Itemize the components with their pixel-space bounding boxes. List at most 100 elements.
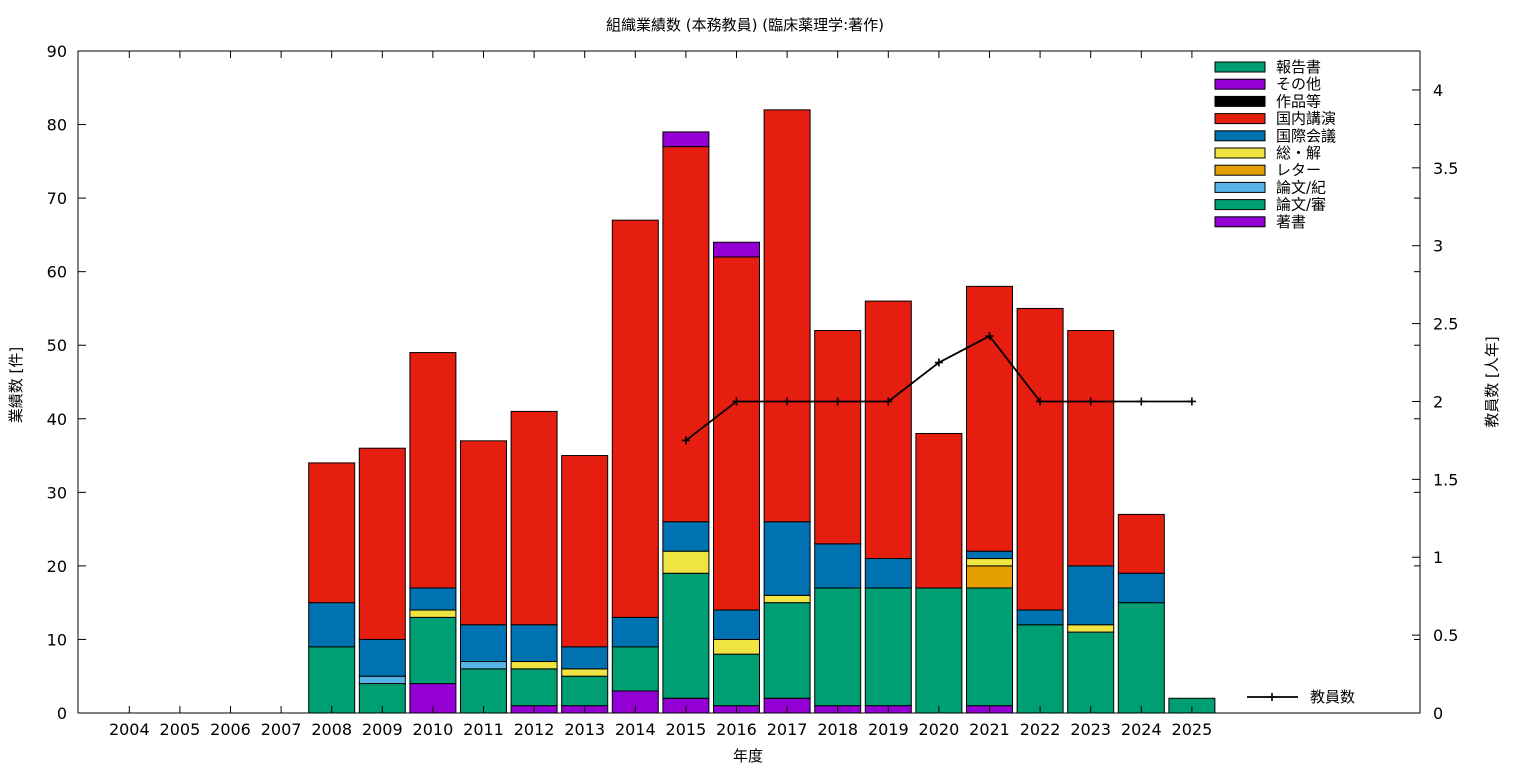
bar-segment — [611, 616, 659, 648]
bar-segment — [763, 594, 811, 604]
bar-segment — [915, 587, 963, 714]
legend-swatch — [1214, 61, 1266, 73]
x-tick-label: 2011 — [463, 720, 504, 739]
x-tick-label: 2022 — [1020, 720, 1061, 739]
x-tick-label: 2008 — [311, 720, 352, 739]
bar-segment — [1067, 330, 1115, 567]
bar-segment — [662, 146, 710, 523]
y-axis-label: 業績数 [件] — [7, 347, 25, 423]
legend-label: 論文/審 — [1276, 196, 1326, 214]
bar-segment — [510, 410, 558, 626]
x-tick-label: 2018 — [817, 720, 858, 739]
legend-label: 総・解 — [1276, 144, 1321, 162]
bar-segment — [561, 675, 609, 707]
y-tick-label: 70 — [47, 189, 67, 208]
bar-segment — [460, 624, 507, 663]
teacher-count-point — [783, 397, 792, 406]
bar-segment — [966, 565, 1013, 589]
x-tick-label: 2006 — [210, 720, 251, 739]
x-tick-label: 2009 — [362, 720, 403, 739]
bar-segment — [611, 646, 659, 692]
teacher-count-point — [732, 397, 741, 406]
bar-segment — [814, 587, 862, 707]
legend-label: 著書 — [1276, 213, 1306, 231]
bar-segment — [1117, 602, 1165, 714]
x-tick-label: 2007 — [261, 720, 302, 739]
legend-swatch — [1214, 164, 1266, 176]
bar-segment — [409, 587, 457, 611]
y2-tick-label: 0.5 — [1433, 626, 1458, 645]
legend-swatch — [1214, 95, 1266, 107]
bar-segment — [409, 609, 457, 618]
legend-swatch — [1214, 78, 1266, 90]
bar-segment — [358, 675, 406, 685]
teacher-count-point — [1086, 397, 1095, 406]
y2-tick-label: 3 — [1433, 237, 1443, 256]
teacher-count-point — [681, 436, 690, 445]
bar-segment — [713, 256, 760, 611]
bar-segment — [966, 558, 1013, 567]
legend-label: 国内講演 — [1276, 110, 1336, 128]
x-tick-label: 2023 — [1070, 720, 1111, 739]
y-tick-label: 60 — [47, 263, 67, 282]
x-tick-label: 2005 — [160, 720, 201, 739]
legend-swatch — [1214, 147, 1266, 159]
teacher-count-point — [1036, 397, 1045, 406]
teacher-count-point — [1137, 397, 1146, 406]
bar-segment — [510, 661, 558, 670]
bar-segment — [966, 587, 1013, 707]
bar-segment — [1067, 631, 1115, 714]
bar-segment — [611, 219, 659, 618]
bar-segment — [561, 646, 609, 670]
teacher-count-point — [985, 332, 994, 341]
bar-segment — [1067, 624, 1115, 633]
bar-segment — [460, 440, 507, 626]
x-tick-label: 2012 — [514, 720, 555, 739]
y2-tick-label: 4 — [1433, 81, 1443, 100]
axes-layer: 0 10 20 30 40 50 60 70 80 90 0 0.5 1 1.5 2 2.5 3 3.5 4 2004… — [47, 42, 1459, 739]
bar-segment — [713, 653, 760, 707]
y2-tick-label: 2 — [1433, 392, 1443, 411]
bar-segment — [1016, 609, 1064, 626]
y-tick-label: 90 — [47, 42, 67, 61]
legend-label: 教員数 — [1310, 688, 1355, 706]
bar-segment — [966, 285, 1013, 552]
legend-label: レター — [1276, 161, 1321, 179]
bar-segment — [561, 455, 609, 648]
bar-segment — [814, 330, 862, 545]
bar-segment — [308, 646, 356, 714]
plot-frame — [77, 50, 1421, 714]
bar-segment — [763, 521, 811, 596]
y2-axis-label: 教員数 [人年] — [1483, 336, 1501, 427]
x-tick-label: 2021 — [969, 720, 1010, 739]
legend-label: 国際会議 — [1276, 127, 1336, 145]
x-tick-label: 2010 — [413, 720, 454, 739]
teacher-count-point — [1187, 397, 1196, 406]
legend-label: 論文/紀 — [1276, 178, 1326, 196]
bar-segment — [864, 587, 912, 707]
teacher-count-point — [833, 397, 842, 406]
bar-segment — [510, 624, 558, 663]
legend-swatch — [1214, 199, 1266, 211]
y2-tick-label: 1 — [1433, 548, 1443, 567]
x-tick-label: 2015 — [666, 720, 707, 739]
bar-segment — [662, 521, 710, 552]
bar-segment — [662, 131, 710, 148]
y2-tick-label: 3.5 — [1433, 159, 1458, 178]
bar-segment — [561, 668, 609, 677]
legend-label: その他 — [1276, 75, 1321, 93]
x-tick-label: 2014 — [615, 720, 656, 739]
legend-swatch — [1214, 130, 1266, 142]
bar-segment — [713, 241, 760, 258]
bar-segment — [1016, 624, 1064, 714]
teacher-count-point — [884, 397, 893, 406]
x-tick-label: 2016 — [716, 720, 757, 739]
bar-segment — [864, 558, 912, 589]
x-tick-label: 2019 — [868, 720, 909, 739]
y2-tick-label: 2.5 — [1433, 315, 1458, 334]
x-tick-label: 2017 — [767, 720, 808, 739]
bar-segment — [358, 638, 406, 677]
x-tick-label: 2025 — [1172, 720, 1213, 739]
